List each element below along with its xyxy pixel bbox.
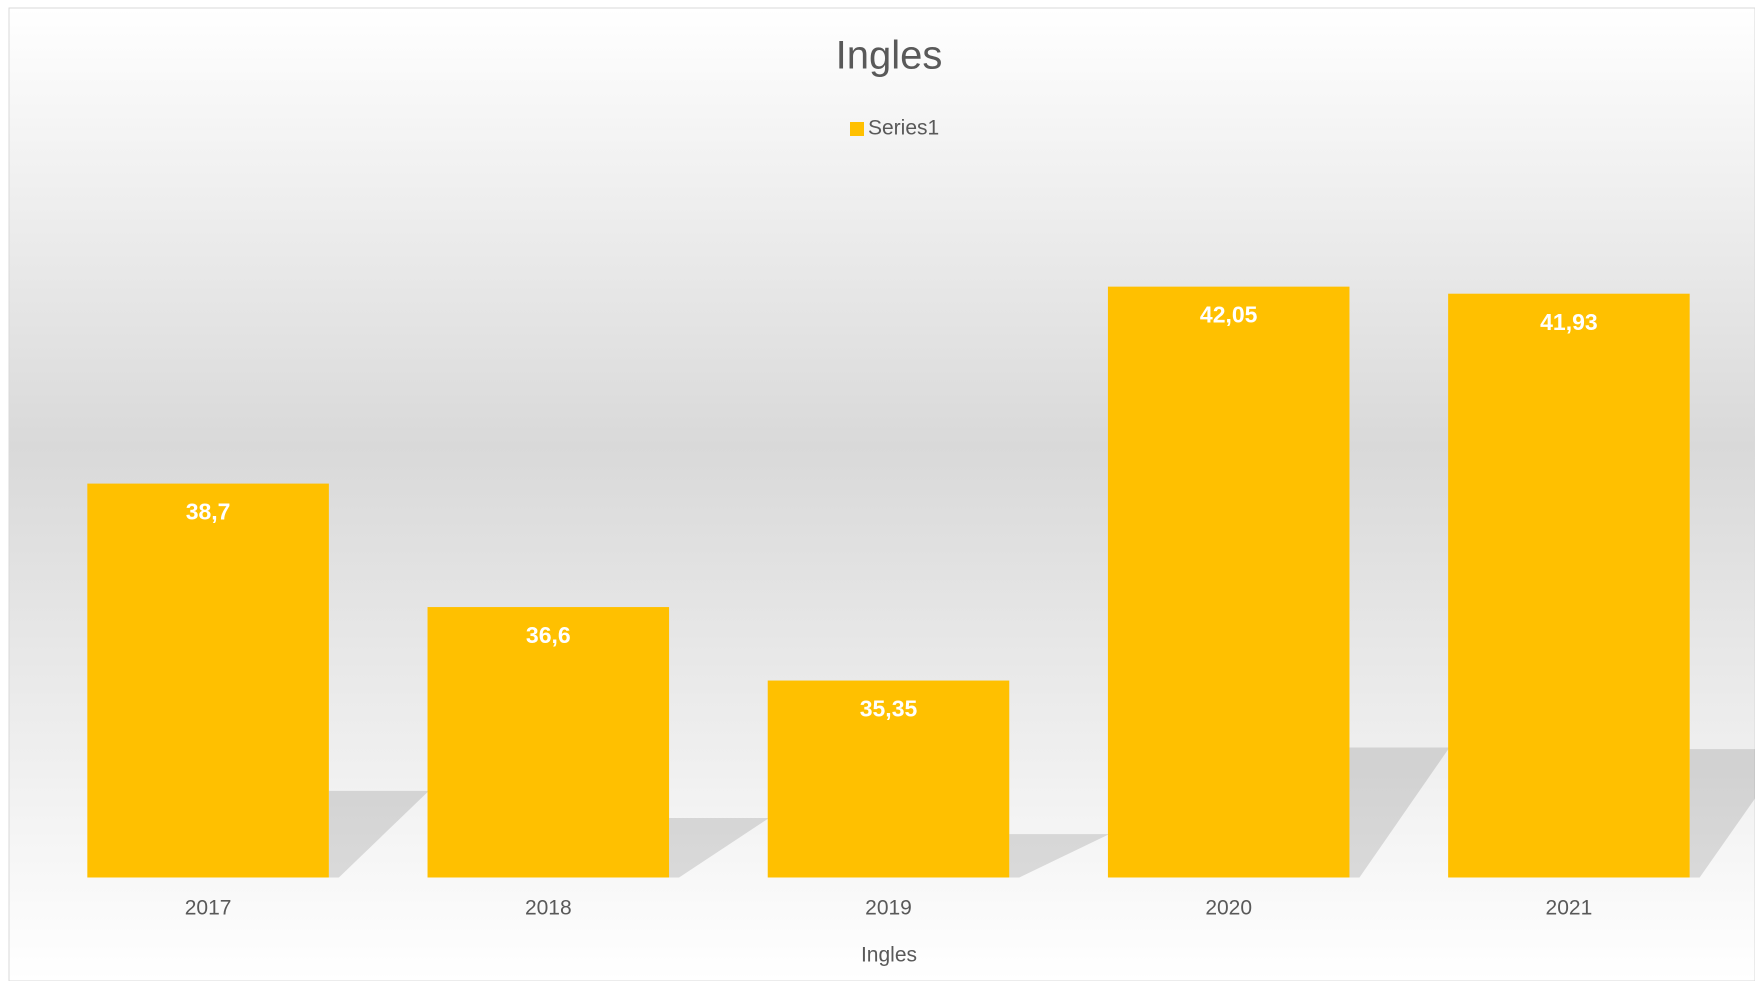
x-tick-label: 2018 bbox=[525, 897, 572, 920]
data-label: 35,35 bbox=[860, 696, 918, 722]
bar-shadow bbox=[1349, 747, 1450, 878]
bar-shadow bbox=[1009, 834, 1110, 878]
data-label: 42,05 bbox=[1200, 302, 1258, 328]
bar-shadow bbox=[669, 818, 770, 878]
data-label: 38,7 bbox=[186, 499, 231, 525]
x-tick-label: 2021 bbox=[1546, 897, 1593, 920]
x-axis-title: Ingles bbox=[861, 944, 917, 967]
x-tick-label: 2017 bbox=[185, 897, 232, 920]
data-label: 41,93 bbox=[1540, 309, 1598, 335]
bar-shadow bbox=[328, 790, 429, 878]
bar bbox=[87, 483, 329, 878]
legend-swatch bbox=[850, 122, 864, 136]
data-label: 36,6 bbox=[526, 622, 571, 648]
bar bbox=[1448, 293, 1690, 878]
x-tick-label: 2020 bbox=[1205, 897, 1252, 920]
bar bbox=[1107, 286, 1350, 878]
bar bbox=[767, 680, 1010, 878]
chart-title: Ingles bbox=[836, 34, 943, 78]
bar bbox=[427, 607, 670, 878]
legend-label: Series1 bbox=[868, 117, 939, 140]
x-tick-label: 2019 bbox=[865, 897, 912, 920]
bar-shadow bbox=[1689, 749, 1755, 878]
